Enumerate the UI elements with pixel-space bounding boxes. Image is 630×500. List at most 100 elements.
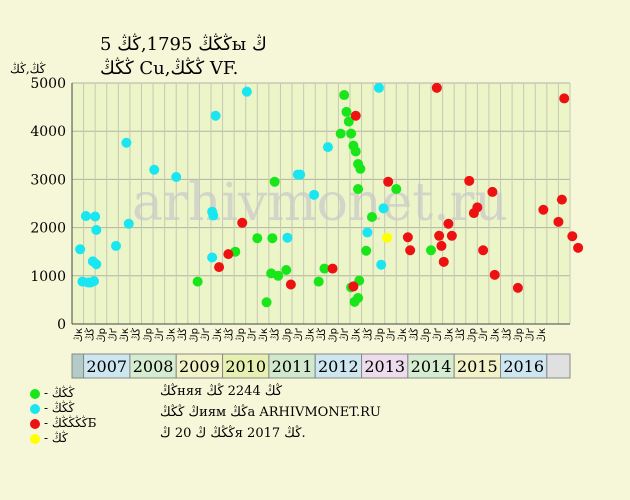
- x-tick-label: ڭґ: [154, 328, 166, 342]
- data-point: [567, 231, 578, 242]
- x-tick-label: ڭڭ: [501, 328, 513, 341]
- year-band-cell: [500, 353, 548, 379]
- footnote-line: ڭڭڭ ڭ 20 ڭя 2017 ڭڭ.: [160, 426, 306, 441]
- year-band-cell: [222, 353, 270, 379]
- data-point: [383, 176, 394, 187]
- year-band-tail: [546, 353, 571, 379]
- x-tick-label: ڭк: [165, 328, 177, 342]
- data-point: [350, 110, 361, 121]
- data-point: [376, 259, 387, 270]
- data-point: [285, 279, 296, 290]
- data-point: [366, 211, 377, 222]
- legend-swatch-icon: [30, 403, 40, 414]
- chart-title-line-2: ڭڭڭ Cu,ڭڭڭ VF.: [100, 58, 239, 79]
- data-point: [438, 256, 449, 267]
- data-point: [348, 281, 359, 292]
- data-point: [405, 245, 416, 256]
- year-band-cell: [453, 353, 502, 379]
- data-point: [208, 210, 219, 221]
- data-point: [346, 128, 357, 139]
- data-point: [267, 233, 278, 244]
- data-point: [214, 262, 225, 273]
- x-tick-label: ڭґ: [247, 328, 259, 342]
- year-label: 2014: [411, 357, 452, 376]
- x-tick-label: ڭр: [281, 328, 293, 343]
- data-point: [361, 245, 372, 256]
- data-point: [434, 230, 445, 241]
- x-tick-label: ڭґ: [432, 328, 444, 342]
- year-band-cell: [129, 353, 177, 379]
- x-tick-label: ڭڭ: [84, 328, 96, 341]
- data-point: [478, 245, 489, 256]
- x-tick-label: ڭк: [258, 328, 270, 342]
- x-tick-label: ڭр: [374, 328, 386, 343]
- x-tick-label: ڭڭ: [316, 328, 328, 341]
- data-point: [573, 242, 584, 253]
- y-tick-label: 2000: [30, 221, 66, 237]
- data-point: [319, 263, 330, 274]
- x-tick-label: ڭґ: [385, 328, 397, 342]
- x-tick-label: ڭڭ: [223, 328, 235, 341]
- data-point: [431, 82, 442, 93]
- x-tick-label: ڭґ: [108, 328, 120, 342]
- x-tick-label: ڭк: [119, 328, 131, 342]
- x-tick-label: ڭр: [328, 328, 340, 343]
- data-point: [241, 86, 252, 97]
- data-point: [402, 232, 413, 243]
- data-point: [538, 204, 549, 215]
- data-point: [223, 249, 234, 260]
- year-band-cell: [83, 353, 131, 379]
- x-tick-label: ڭڭ: [362, 328, 374, 341]
- legend-swatch-icon: [30, 388, 40, 399]
- year-label: 2010: [225, 357, 266, 376]
- x-tick-label: ڭڭ: [131, 328, 143, 341]
- x-tick-label: ڭк: [212, 328, 224, 342]
- x-tick-label: ڭк: [443, 328, 455, 342]
- x-tick-label: ڭк: [536, 328, 548, 342]
- data-point: [362, 227, 373, 238]
- data-point: [382, 232, 393, 243]
- data-point: [339, 90, 350, 101]
- data-point: [322, 142, 333, 153]
- data-point: [207, 252, 218, 263]
- data-point: [556, 194, 567, 205]
- data-point: [313, 276, 324, 287]
- x-tick-label: ڭр: [96, 328, 108, 343]
- data-point: [553, 216, 564, 227]
- data-point: [91, 259, 102, 270]
- x-tick-label: ڭк: [304, 328, 316, 342]
- data-point: [443, 218, 454, 229]
- data-point: [269, 176, 280, 187]
- data-point: [90, 211, 101, 222]
- x-tick-label: ڭڭ: [455, 328, 467, 341]
- data-point: [559, 93, 570, 104]
- year-band-lead: [71, 353, 85, 379]
- x-tick-label: ڭк: [351, 328, 363, 342]
- data-point: [261, 297, 272, 308]
- data-point: [210, 110, 221, 121]
- data-point: [282, 232, 293, 243]
- data-point: [192, 276, 203, 287]
- y-tick-label: 5000: [30, 76, 66, 92]
- x-tick-label: ڭґ: [339, 328, 351, 342]
- data-point: [335, 128, 346, 139]
- year-label: 2013: [364, 357, 405, 376]
- x-tick-label: ڭґ: [200, 328, 212, 342]
- data-point: [237, 217, 248, 228]
- x-tick-label: ڭڭ: [270, 328, 282, 341]
- data-point: [464, 175, 475, 186]
- year-label: 2015: [457, 357, 498, 376]
- data-point: [273, 270, 284, 281]
- data-point: [295, 169, 306, 180]
- year-label: 2016: [503, 357, 544, 376]
- data-point: [91, 225, 102, 236]
- data-point: [171, 171, 182, 182]
- x-tick-label: ڭр: [420, 328, 432, 343]
- data-point: [281, 265, 292, 276]
- y-tick-label: 4000: [30, 124, 66, 140]
- data-point: [512, 282, 523, 293]
- data-point: [123, 218, 134, 229]
- x-tick-label: ڭґ: [478, 328, 490, 342]
- year-label: 2007: [86, 357, 127, 376]
